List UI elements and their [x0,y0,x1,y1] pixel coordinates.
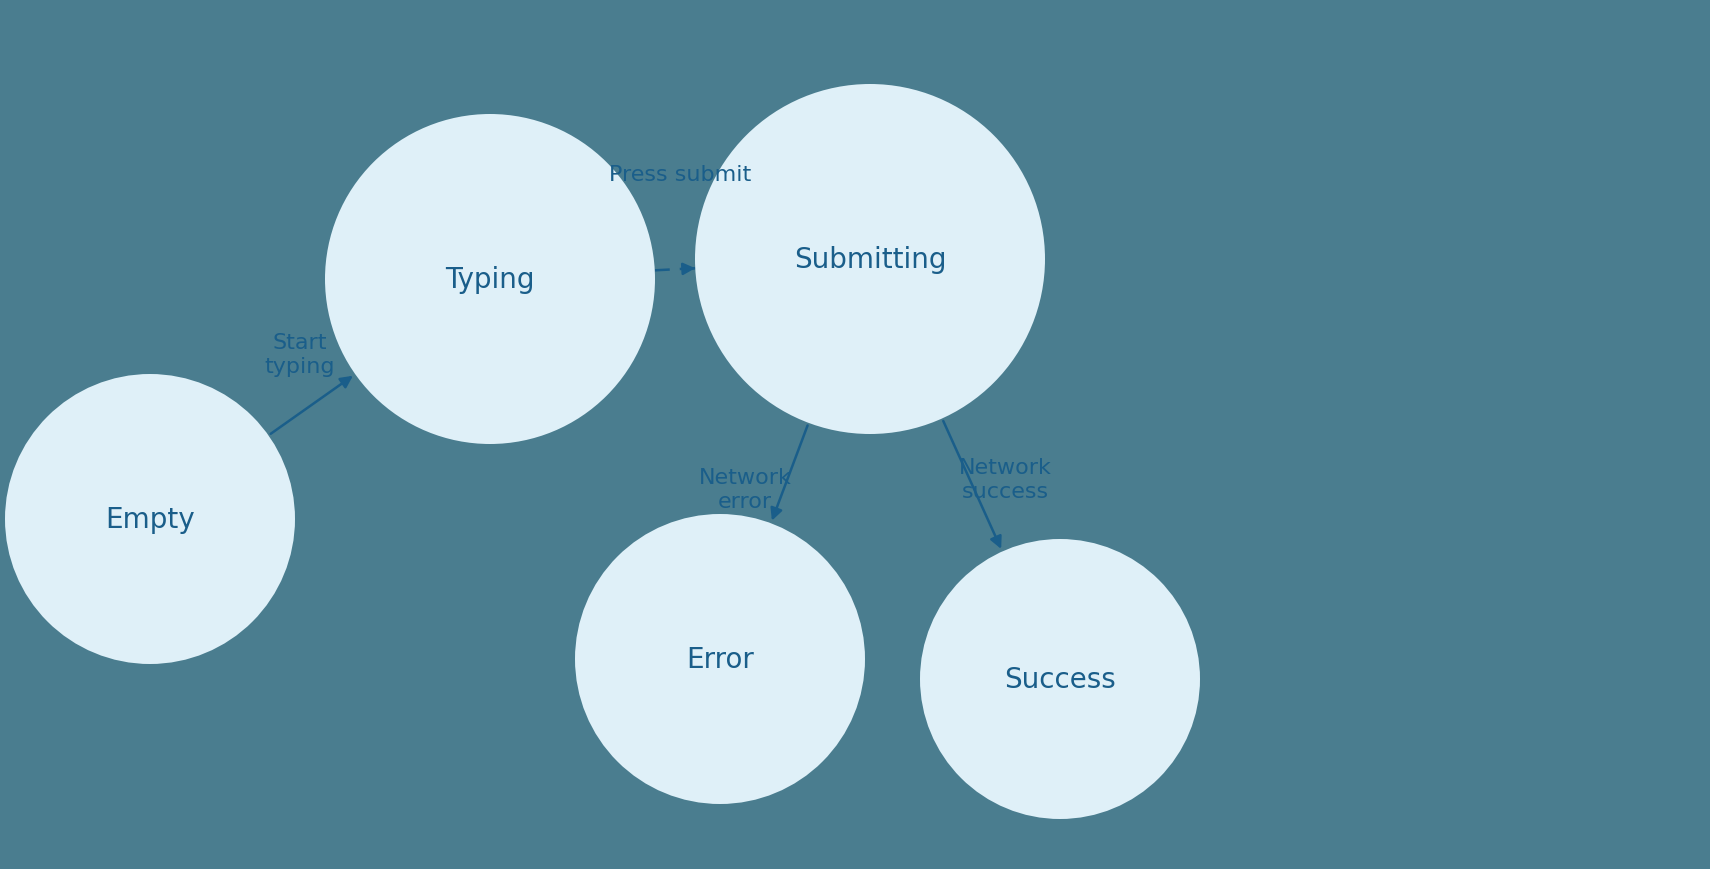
Text: Success: Success [1004,666,1117,693]
Text: Typing: Typing [445,266,535,294]
Text: Start
typing: Start typing [265,333,335,376]
Circle shape [694,85,1045,434]
Text: Error: Error [686,646,754,673]
Circle shape [575,514,865,804]
Text: Submitting: Submitting [793,246,946,274]
Circle shape [920,540,1200,819]
Circle shape [325,115,655,444]
Circle shape [5,375,296,664]
Text: Network
success: Network success [959,458,1052,501]
Text: Network
error: Network error [699,468,792,511]
Text: Empty: Empty [106,506,195,534]
Text: Press submit: Press submit [609,165,751,185]
